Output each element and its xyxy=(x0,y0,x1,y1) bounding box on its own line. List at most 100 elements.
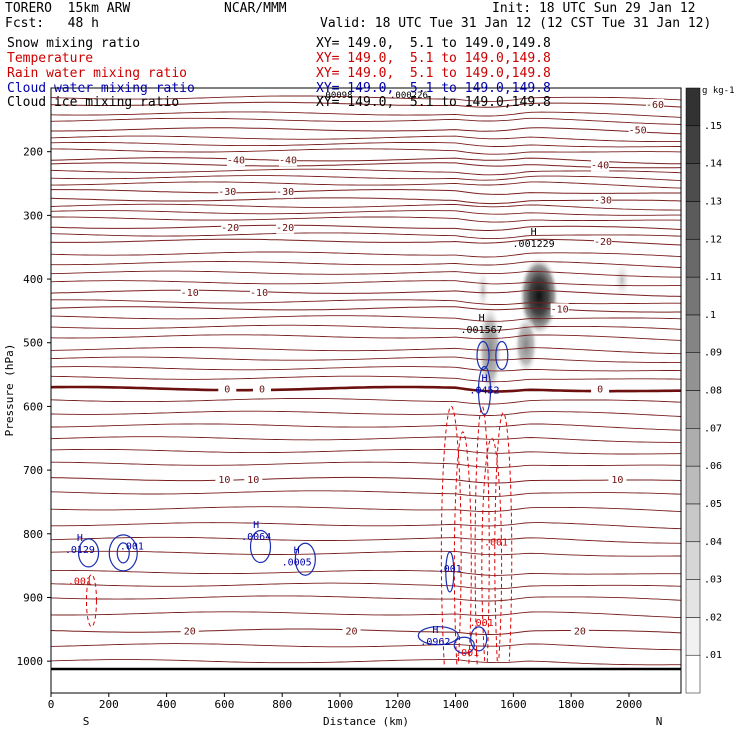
header-valid: Valid: 18 UTC Tue 31 Jan 12 (12 CST Tue … xyxy=(320,16,712,31)
x-tick-label: 600 xyxy=(214,698,234,711)
isotherm-labelled-line xyxy=(51,189,681,195)
isotherm-line xyxy=(51,117,681,125)
shading-layer xyxy=(476,256,631,398)
x-axis: 0 200 400 600 800 1000 1200 1400 1600 1800 2000 xyxy=(48,693,643,711)
cloud-water-contour xyxy=(453,636,475,654)
colorbar-label: .08 xyxy=(704,386,722,397)
isotherm-label-bg xyxy=(226,154,245,167)
isotherm-line xyxy=(51,168,681,176)
cloud-ice-max-h: H xyxy=(479,313,485,324)
colorbar-swatch xyxy=(685,617,701,656)
isotherm-label: 20 xyxy=(574,627,586,638)
isotherm-label: 10 xyxy=(247,475,259,486)
cloud-water-contour xyxy=(477,365,492,416)
y-axis: 200 300 400 500 600 700 800 900 1000 xyxy=(17,146,51,668)
isotherm-label-bg xyxy=(645,98,664,111)
colorbar-swatch xyxy=(685,201,701,240)
isotherm-label: -40 xyxy=(227,155,245,166)
cloud-water-max-h: H xyxy=(432,625,438,636)
cloud-water-contours xyxy=(77,340,509,654)
isotherm-label: 0 xyxy=(259,385,265,396)
isotherm-line xyxy=(51,148,681,155)
isotherm-line xyxy=(51,595,681,602)
y-tick-label: 300 xyxy=(23,209,43,222)
isotherm-line xyxy=(51,522,681,530)
isotherm-line xyxy=(51,506,681,513)
isotherm-line xyxy=(51,582,681,590)
isotherm-line xyxy=(51,142,681,148)
y-tick-label: 1000 xyxy=(17,655,44,668)
header-center: NCAR/MMM xyxy=(224,1,287,16)
cloud-ice-max-value: .001567 xyxy=(461,325,503,336)
colorbar-unit: g kg-1 xyxy=(702,86,735,96)
snow-max-value: .001229 xyxy=(513,239,555,250)
isotherm-line xyxy=(51,251,681,258)
x-tick-label: 1600 xyxy=(500,698,527,711)
isotherm-line xyxy=(51,210,681,216)
rain-contour xyxy=(85,574,97,628)
cloud-water-contour xyxy=(294,542,316,576)
rain-contour-label: .001 xyxy=(455,648,479,659)
colorbar-swatch xyxy=(685,276,701,316)
snow-max-h: H xyxy=(531,227,537,238)
isotherm-labelled-line xyxy=(51,197,681,205)
cloud-ice-upper xyxy=(476,266,490,314)
isotherm-labelled-line xyxy=(51,101,681,108)
isotherm-line xyxy=(51,216,681,223)
isotherm-label-bg xyxy=(276,221,295,234)
legend-temp-xs: XY= 149.0, 5.1 to 149.0,149.8 xyxy=(316,51,551,66)
isotherm-label: -20 xyxy=(276,223,294,234)
isotherm-label-bg xyxy=(218,186,237,199)
colorbar-label: .14 xyxy=(704,159,722,170)
isotherm-label-bg xyxy=(252,383,271,396)
isotherm-line xyxy=(51,659,681,666)
colorbar-swatch xyxy=(685,239,701,278)
y-axis-label: Pressure (hPa) xyxy=(3,344,16,437)
isotherm-line xyxy=(51,135,681,143)
temperature-isotherms xyxy=(51,95,681,666)
colorbar-swatch xyxy=(685,541,701,580)
isotherm-label: 20 xyxy=(346,627,358,638)
isotherm-labels: -60 -50 -40 -40 -40 -30 -30 -30 -20 -20 -20 -10 -10 -… xyxy=(180,98,664,638)
x-tick-label: 1000 xyxy=(327,698,354,711)
isotherm-line xyxy=(51,611,681,619)
legend-cloudwater-label: Cloud water mixing ratio xyxy=(7,81,195,96)
x-tick-label: 400 xyxy=(157,698,177,711)
isotherm-line xyxy=(51,569,681,576)
isotherm-line xyxy=(51,175,681,182)
colorbar-label: .12 xyxy=(704,234,722,245)
cloud-water-contour xyxy=(495,340,509,371)
x-tick-label: 1200 xyxy=(385,698,412,711)
isotherm-label: -10 xyxy=(551,304,569,315)
isotherm-line xyxy=(51,643,681,651)
isotherm-line xyxy=(51,423,681,431)
isotherm-line xyxy=(51,324,681,331)
isotherm-zero xyxy=(51,385,681,393)
x-tick-label: 0 xyxy=(48,698,55,711)
legend-rain-label: Rain water mixing ratio xyxy=(7,66,188,81)
isotherm-labelled-line xyxy=(51,224,681,231)
isotherm-line xyxy=(51,299,681,305)
isotherm-label: -30 xyxy=(276,187,294,198)
rain-contour-label: .001 xyxy=(484,537,508,548)
isotherm-label-bg xyxy=(550,303,569,316)
snow-faint-north xyxy=(613,260,631,300)
isotherm-label-bg xyxy=(244,474,263,487)
maximum-labels: H.001229H.001567H.0452H.0962H.0129H.0064… xyxy=(65,227,555,648)
isotherm-line xyxy=(51,366,681,372)
cloud-water-max-value: .0962 xyxy=(420,637,450,648)
isotherm-label-bg xyxy=(180,625,199,638)
colorbar-label: .15 xyxy=(704,121,722,132)
isotherm-labelled-line xyxy=(51,162,681,169)
isotherm-labelled-line xyxy=(51,157,681,165)
legend-temp-label: Temperature xyxy=(7,51,94,66)
y-tick-label: 700 xyxy=(23,464,43,477)
rain-contour-label: .001 xyxy=(470,618,494,629)
isotherm-label-bg xyxy=(278,154,297,167)
colorbar-swatch xyxy=(685,428,701,467)
isotherm-line xyxy=(51,536,681,544)
rain-contours xyxy=(85,405,513,665)
isotherm-label-bg xyxy=(628,124,647,137)
overlap-note-2: .000226 xyxy=(390,91,428,101)
x-tick-label: 2000 xyxy=(616,698,643,711)
